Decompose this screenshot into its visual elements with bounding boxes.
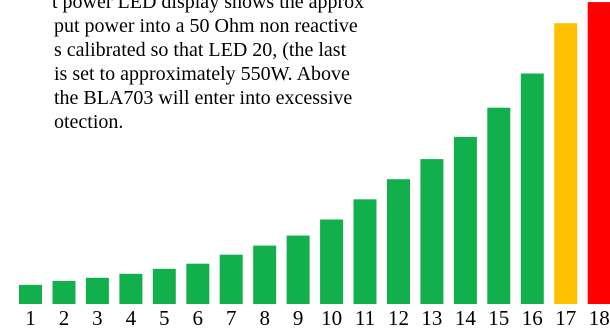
x-tick-label: 2 <box>59 306 70 328</box>
bar-15 <box>487 107 511 304</box>
x-tick-label: 4 <box>126 306 137 328</box>
bar-14 <box>453 136 477 304</box>
x-tick-label: 3 <box>92 306 103 328</box>
x-tick-label: 8 <box>259 306 270 328</box>
bar-12 <box>387 179 410 304</box>
x-tick-label: 7 <box>226 306 237 328</box>
caption-line: otection. <box>54 111 124 133</box>
bar-7 <box>219 254 243 304</box>
bar-2 <box>52 280 76 304</box>
bar-17 <box>554 23 578 304</box>
x-tick-label: 15 <box>488 306 509 328</box>
x-tick-label: 12 <box>388 306 409 328</box>
caption-line: s calibrated so that LED 20, (the last <box>54 39 347 61</box>
x-tick-label: 18 <box>589 306 610 328</box>
bar-1 <box>19 284 42 304</box>
x-tick-label: 17 <box>555 306 576 328</box>
bar-3 <box>85 277 109 304</box>
x-tick-label: 11 <box>355 306 375 328</box>
x-tick-label: 1 <box>25 306 36 328</box>
caption-line: t power LED display shows the approx <box>52 0 365 13</box>
bar-16 <box>520 73 544 304</box>
bar-6 <box>186 263 210 304</box>
bar-13 <box>420 159 444 304</box>
caption-line: the BLA703 will enter into excessive <box>54 87 353 109</box>
x-tick-label: 14 <box>455 306 477 328</box>
x-tick-label: 16 <box>522 306 543 328</box>
bar-11 <box>353 199 377 304</box>
bar-4 <box>119 273 143 304</box>
caption-line: put power into a 50 Ohm non reactive <box>54 15 358 37</box>
x-tick-label: 13 <box>421 306 442 328</box>
bar-9 <box>286 235 310 304</box>
x-tick-label: 10 <box>321 306 342 328</box>
x-tick-label: 9 <box>293 306 304 328</box>
x-tick-label: 6 <box>193 306 204 328</box>
bar-18 <box>587 2 610 304</box>
x-tick-label: 5 <box>159 306 170 328</box>
bar-5 <box>152 268 176 304</box>
bar-10 <box>320 219 344 304</box>
caption-line: is set to approximately 550W. Above <box>54 63 350 85</box>
bar-8 <box>253 245 277 304</box>
